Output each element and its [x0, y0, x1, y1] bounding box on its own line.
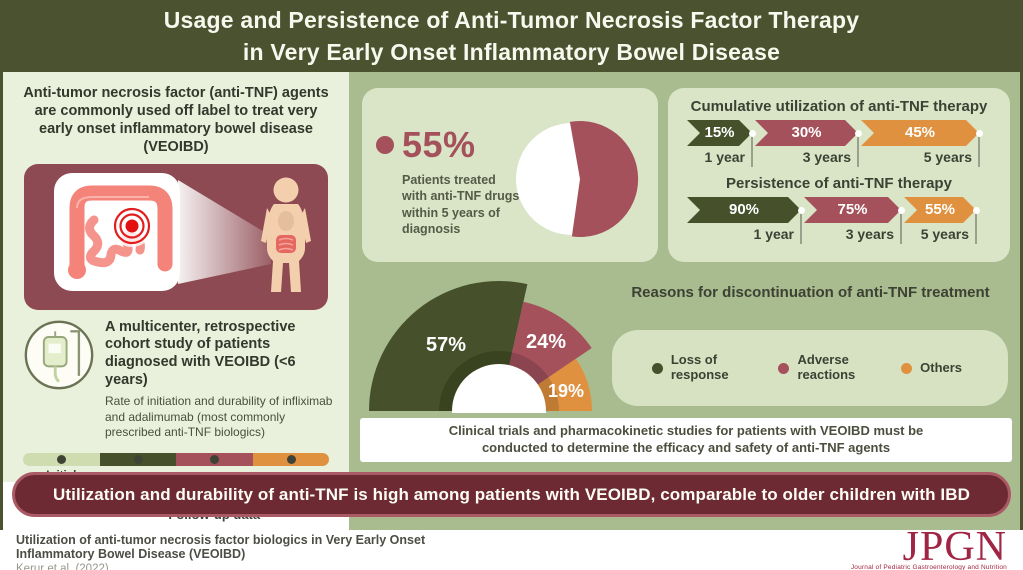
reasons-title: Reasons for discontinuation of anti-TNF … [631, 284, 990, 301]
cohort-study-text: A multicenter, retrospective cohort stud… [105, 319, 337, 442]
study-description: A multicenter, retrospective cohort stud… [105, 318, 296, 388]
legend-dot-icon [778, 362, 790, 374]
cumulative-step-5yr: 45% 5 years [861, 120, 983, 168]
cumulative-arrow-chart: 15% 1 year 30% 3 years 45% 5 years [668, 120, 1010, 168]
treated-value: 55% [402, 124, 476, 165]
donut-value-adverse: 24% [526, 331, 566, 353]
ibd-figure [24, 163, 328, 310]
legend-dot-icon [901, 362, 913, 374]
legend-item-others: Others [901, 359, 968, 376]
footer: Utilization of anti-tumor necrosis facto… [0, 526, 1023, 570]
cumulative-step-1yr: 15% 1 year [687, 120, 756, 168]
arrow-label: 3 years [845, 226, 894, 242]
child-silhouette-icon [261, 177, 311, 292]
arrow-label: 5 years [920, 226, 969, 242]
persistence-arrow-chart: 90% 1 year 75% 3 years 55% 5 years [668, 197, 1010, 245]
intro-text: Anti-tumor necrosis factor (anti-TNF) ag… [23, 85, 329, 156]
arrow-label: 3 years [802, 149, 851, 165]
timeline-dot [286, 455, 296, 465]
citation-line2: Inflammatory Bowel Disease (VEOIBD) [16, 547, 246, 562]
intestine-child-illustration [24, 163, 328, 310]
treated-panel: 55% Patients treated with anti-TNF drugs… [362, 88, 658, 262]
treated-description: Patients treated with anti-TNF drugs wit… [402, 173, 520, 236]
citation-block: Utilization of anti-tumor necrosis facto… [0, 530, 425, 570]
main-area: 55% Patients treated with anti-TNF drugs… [349, 72, 1020, 530]
donut-value-others: 19% [548, 381, 584, 401]
left-column: Anti-tumor necrosis factor (anti-TNF) ag… [3, 72, 349, 530]
title-bar: Usage and Persistence of Anti-Tumor Necr… [0, 0, 1023, 72]
citation-authors: Kerur et al. (2022) [16, 562, 109, 570]
arrow-label: 1 year [753, 226, 794, 242]
iv-bag-icon [23, 319, 95, 442]
cumulative-step-3yr: 30% 3 years [755, 120, 862, 168]
citation-line1: Utilization of anti-tumor necrosis facto… [16, 533, 426, 547]
legend-item-adverse: Adverse reactions [778, 352, 869, 383]
conclusion-note-text: Clinical trials and pharmacokinetic stud… [448, 423, 924, 455]
arrow-value: 30% [755, 120, 858, 146]
timeline-bar [23, 453, 329, 467]
persistence-step-3yr: 75% 3 years [804, 197, 905, 245]
journal-full-name: Journal of Pediatric Gastroenterology an… [850, 564, 1007, 570]
timeline-dot [57, 455, 67, 465]
persistence-step-5yr: 55% 5 years [904, 197, 980, 245]
arrow-value: 15% [687, 120, 752, 146]
inflammation-target-icon [111, 204, 153, 247]
reasons-donut-chart: 57% 24% 19% [359, 273, 639, 458]
conclusion-note: Clinical trials and pharmacokinetic stud… [360, 418, 1012, 462]
utilization-panel: Cumulative utilization of anti-TNF thera… [668, 88, 1010, 262]
page-title-line1: Usage and Persistence of Anti-Tumor Necr… [163, 6, 860, 33]
zoom-beam [178, 179, 271, 284]
arrow-value: 55% [904, 197, 976, 223]
arrow-value: 45% [861, 120, 979, 146]
arrow-value: 90% [687, 197, 801, 223]
legend-label: Adverse reactions [797, 352, 856, 382]
timeline-dot [210, 455, 220, 465]
treated-pie-chart [510, 100, 650, 255]
donut-value-loss: 57% [426, 334, 466, 356]
timeline-dot [133, 455, 143, 465]
left-panel: Anti-tumor necrosis factor (anti-TNF) ag… [3, 72, 349, 522]
arrow-label: 1 year [704, 149, 745, 165]
content-area: Anti-tumor necrosis factor (anti-TNF) ag… [0, 72, 1023, 530]
key-message-text: Utilization and durability of anti-TNF i… [53, 484, 970, 504]
arrow-label: 5 years [923, 149, 972, 165]
journal-abbreviation: JPGN [902, 524, 1007, 570]
treated-stat: 55% [362, 88, 658, 166]
arrow-value: 75% [804, 197, 901, 223]
legend-label: Others [920, 359, 963, 375]
cumulative-title: Cumulative utilization of anti-TNF thera… [690, 98, 988, 115]
legend-item-loss: Loss of response [651, 352, 747, 383]
legend-dot-icon [651, 362, 663, 374]
persistence-step-1yr: 90% 1 year [687, 197, 805, 245]
persistence-title: Persistence of anti-TNF therapy [726, 175, 952, 192]
reasons-legend: Loss of response Adverse reactions Other… [612, 330, 1008, 406]
bullet-dot-icon [376, 136, 394, 154]
page-title-line2: in Very Early Onset Inflammatory Bowel D… [242, 39, 781, 65]
cohort-study-block: A multicenter, retrospective cohort stud… [11, 319, 341, 442]
jpgn-logo: JPGN Journal of Pediatric Gastroenterolo… [851, 526, 1023, 570]
study-detail: Rate of initiation and durability of inf… [105, 394, 333, 440]
key-message-banner: Utilization and durability of anti-TNF i… [12, 472, 1011, 517]
legend-label: Loss of response [670, 352, 729, 382]
pie-slice-55 [569, 120, 639, 237]
